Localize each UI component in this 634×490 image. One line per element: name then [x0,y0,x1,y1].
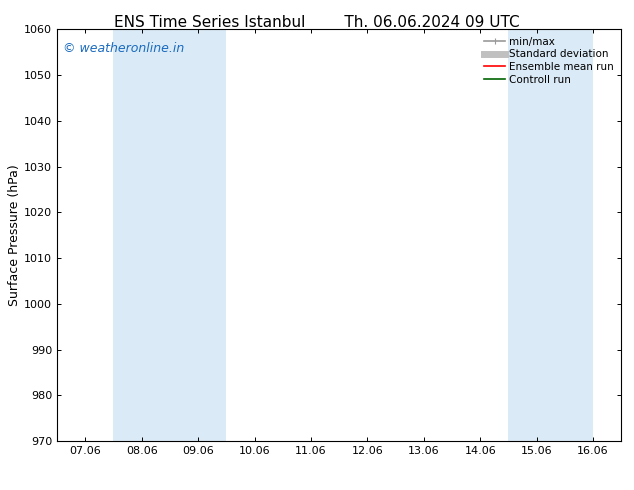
Text: © weatheronline.in: © weatheronline.in [63,42,184,55]
Y-axis label: Surface Pressure (hPa): Surface Pressure (hPa) [8,164,22,306]
Text: ENS Time Series Istanbul        Th. 06.06.2024 09 UTC: ENS Time Series Istanbul Th. 06.06.2024 … [114,15,520,30]
Legend: min/max, Standard deviation, Ensemble mean run, Controll run: min/max, Standard deviation, Ensemble me… [482,35,616,87]
Bar [113,29,226,441]
Bar [508,29,593,441]
